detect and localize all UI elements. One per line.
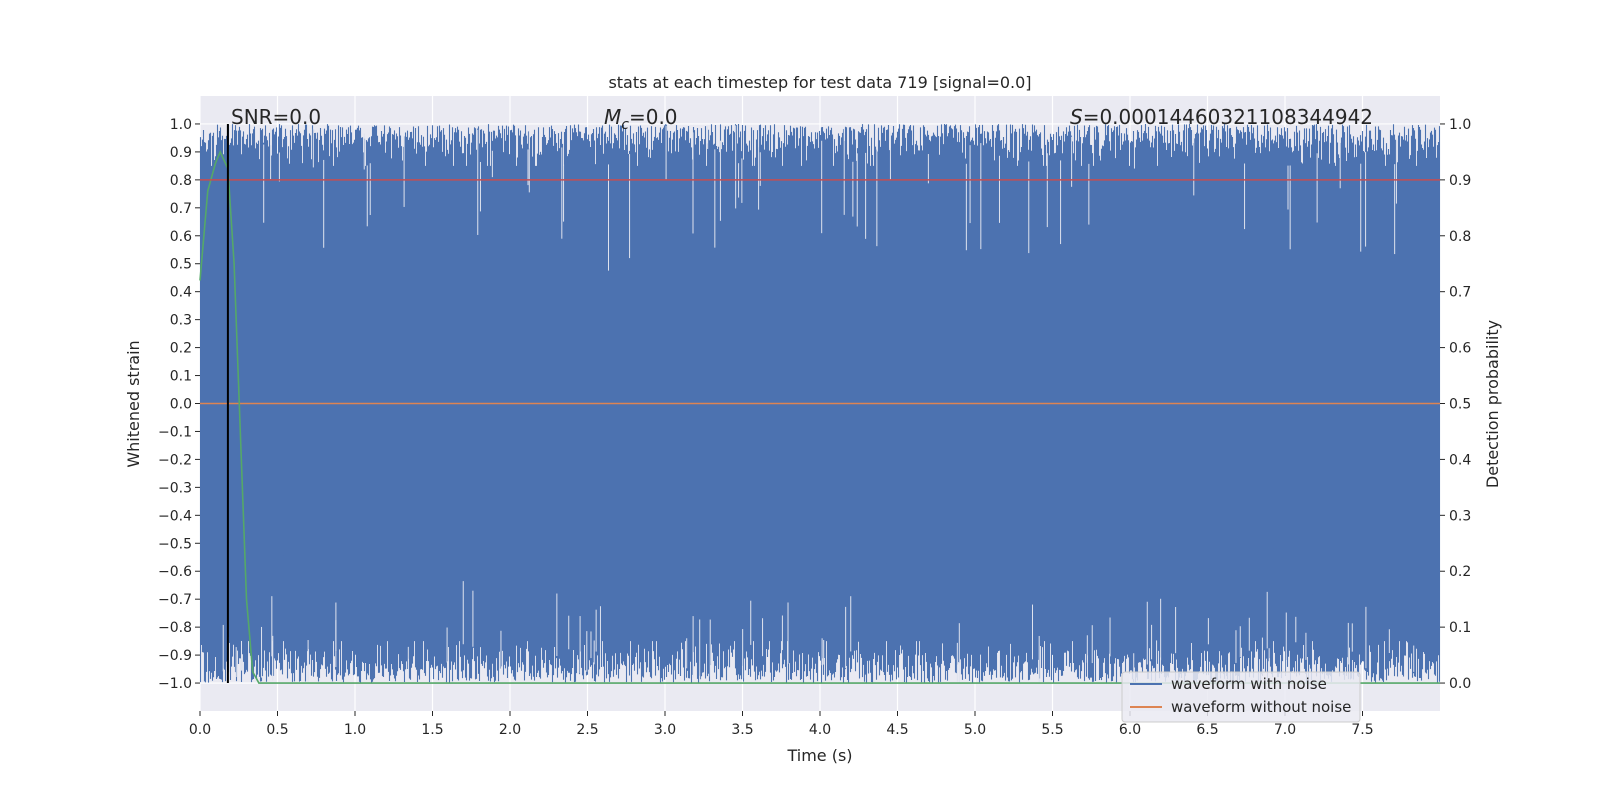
y-tick-label: −0.7 — [158, 592, 192, 608]
y-tick-label: 0.4 — [170, 285, 192, 301]
legend-box — [1121, 671, 1361, 723]
legend-label-noise: waveform with noise — [1171, 675, 1327, 693]
x-tick-label: 6.5 — [1196, 722, 1218, 738]
chart-title: stats at each timestep for test data 719… — [608, 73, 1031, 92]
x-tick-label: 5.0 — [964, 722, 986, 738]
y-tick-label: −0.5 — [158, 536, 192, 552]
snr-annotation: SNR=0.0 — [231, 105, 321, 129]
y2-tick-label: 1.0 — [1449, 117, 1471, 133]
x-axis-label: Time (s) — [786, 746, 852, 765]
legend: waveform with noise waveform without noi… — [1121, 671, 1361, 723]
y-axis-label: Whitened strain — [124, 340, 143, 467]
y2-tick-label: 0.3 — [1449, 508, 1471, 524]
x-tick-label: 2.5 — [576, 722, 598, 738]
y-tick-label: 0.0 — [170, 397, 192, 413]
left-axis: 1.0 0.9 0.8 0.7 0.6 0.5 0.4 0.3 0.2 0.1 0.0 −0.1 −0.… — [158, 117, 200, 692]
x-tick-label: 5.5 — [1041, 722, 1063, 738]
y2-tick-label: 0.4 — [1449, 452, 1471, 468]
x-tick-label: 4.0 — [809, 722, 831, 738]
y-tick-label: 0.2 — [170, 341, 192, 357]
y2-tick-label: 0.6 — [1449, 341, 1471, 357]
legend-label-clean: waveform without noise — [1171, 698, 1351, 716]
mc-symbol: M — [604, 105, 621, 129]
mc-subscript: c — [621, 117, 629, 133]
x-tick-label: 3.0 — [654, 722, 676, 738]
y-tick-label: −0.2 — [158, 452, 192, 468]
y2-tick-label: 0.7 — [1449, 285, 1471, 301]
x-tick-label: 0.5 — [266, 722, 288, 738]
y-tick-label: −0.9 — [158, 648, 192, 664]
y-tick-label: 0.3 — [170, 313, 192, 329]
y-tick-label: 0.1 — [170, 369, 192, 385]
x-tick-label: 1.0 — [344, 722, 366, 738]
x-tick-label: 6.0 — [1119, 722, 1141, 738]
x-tick-label: 2.0 — [499, 722, 521, 738]
y-tick-label: 0.8 — [170, 173, 192, 189]
overlay-lines — [199, 123, 1440, 684]
x-tick-label: 4.5 — [886, 722, 908, 738]
x-axis: 0.0 0.5 1.0 1.5 2.0 2.5 3.0 3.5 4.0 4.5 5.0 5.5 6.0 6… — [189, 711, 1374, 738]
y2-tick-label: 0.5 — [1449, 397, 1471, 413]
y-tick-label: 0.7 — [170, 201, 192, 217]
y-tick-label: −0.4 — [158, 508, 192, 524]
y2-axis-label: Detection probability — [1483, 320, 1502, 488]
y-tick-label: −0.1 — [158, 424, 192, 440]
y-tick-label: −0.3 — [158, 480, 192, 496]
y2-tick-label: 0.0 — [1449, 676, 1471, 692]
x-tick-label: 3.5 — [731, 722, 753, 738]
x-tick-label: 1.5 — [421, 722, 443, 738]
y-tick-label: 0.5 — [170, 257, 192, 273]
x-tick-label: 7.5 — [1351, 722, 1373, 738]
y2-tick-label: 0.1 — [1449, 620, 1471, 636]
s-value: =0.00014460321108344942 — [1083, 105, 1373, 129]
y-tick-label: −0.6 — [158, 564, 192, 580]
s-annotation: S=0.00014460321108344942 — [1070, 105, 1373, 129]
x-tick-label: 7.0 — [1274, 722, 1296, 738]
right-axis: 1.0 0.9 0.8 0.7 0.6 0.5 0.4 0.3 0.2 0.1 0.0 — [1440, 117, 1471, 692]
y2-tick-label: 0.8 — [1449, 229, 1471, 245]
mc-annotation: Mc=0.0 — [604, 105, 678, 133]
mc-value: =0.0 — [629, 105, 678, 129]
x-tick-label: 0.0 — [189, 722, 211, 738]
y2-tick-label: 0.2 — [1449, 564, 1471, 580]
y-tick-label: 0.9 — [170, 145, 192, 161]
y-tick-label: 0.6 — [170, 229, 192, 245]
y-tick-label: −1.0 — [158, 676, 192, 692]
detection-probability-line — [199, 149, 1440, 684]
s-symbol: S — [1070, 105, 1083, 129]
y2-tick-label: 0.9 — [1449, 173, 1471, 189]
y-tick-label: −0.8 — [158, 620, 192, 636]
y-tick-label: 1.0 — [170, 117, 192, 133]
